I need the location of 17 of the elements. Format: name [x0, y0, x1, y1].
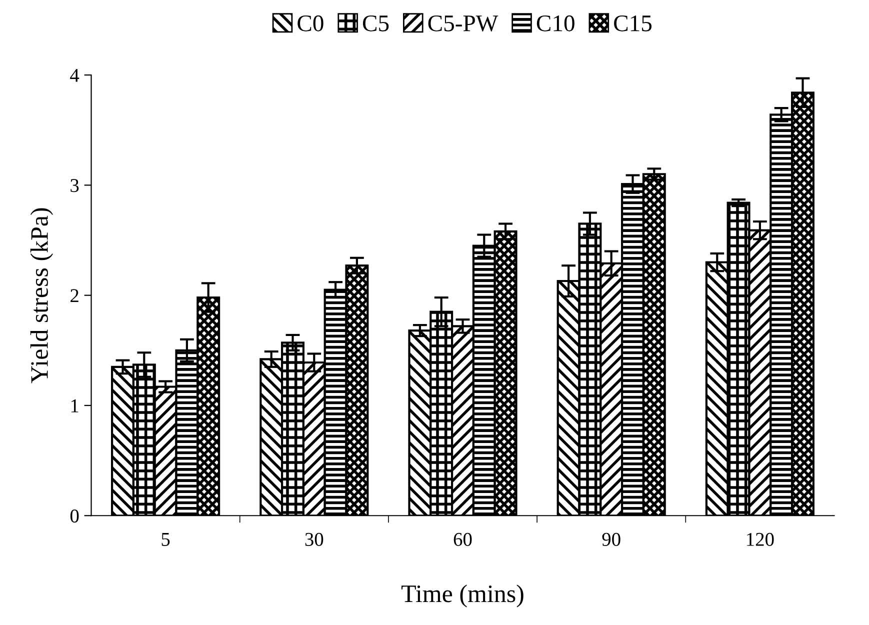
- y-tick-label: 4: [70, 68, 80, 82]
- legend-label: C15: [614, 15, 652, 32]
- legend-label: C10: [536, 15, 574, 32]
- y-tick-label: 3: [70, 179, 79, 192]
- legend-label: C0: [298, 15, 324, 32]
- x-tick-label: 120: [747, 532, 774, 546]
- x-tick-label: 5: [162, 533, 170, 546]
- x-tick-label: 30: [305, 532, 324, 546]
- legend-label: C5-PW: [428, 15, 498, 32]
- y-tick-label: 2: [70, 289, 78, 302]
- y-tick-label: 1: [71, 399, 78, 412]
- y-tick-label: 0: [70, 509, 79, 523]
- x-tick-label: 90: [602, 532, 620, 546]
- x-axis-title: Time (mins): [401, 584, 524, 608]
- y-axis-title: Yield stress (kPa): [30, 208, 54, 384]
- x-tick-label: 60: [454, 532, 472, 546]
- legend-label: C5: [362, 15, 389, 32]
